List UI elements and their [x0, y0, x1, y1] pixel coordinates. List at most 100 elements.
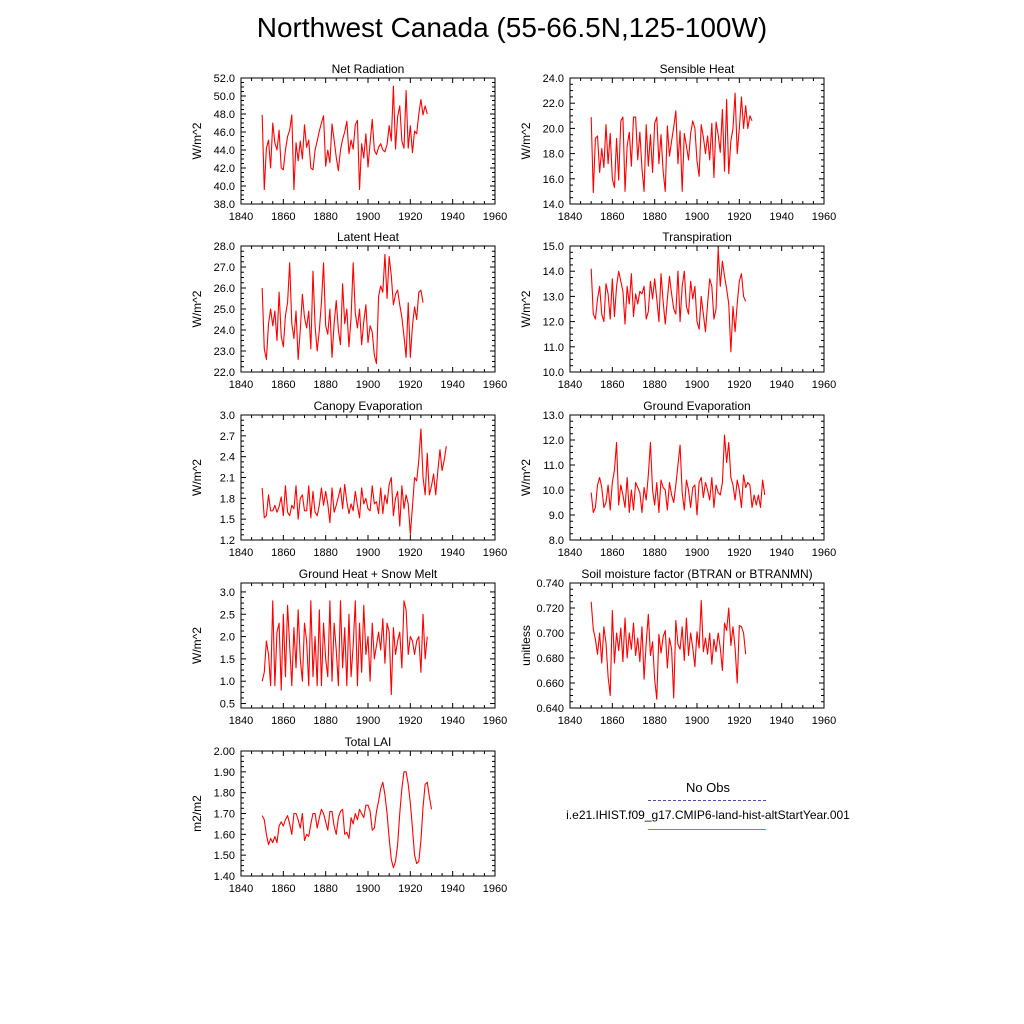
y-tick-label: 52.0	[214, 73, 235, 85]
y-tick-label: 0.740	[536, 578, 564, 590]
panel-title: Ground Heat + Snow Melt	[299, 567, 438, 581]
x-tick-label: 1860	[271, 883, 295, 895]
x-tick-label: 1840	[558, 547, 582, 559]
y-tick-label: 3.0	[220, 410, 235, 422]
y-axis-label: W/m^2	[519, 290, 533, 327]
x-tick-label: 1880	[313, 211, 337, 223]
y-tick-label: 0.720	[536, 603, 564, 615]
x-tick-label: 1960	[483, 883, 507, 895]
y-tick-label: 0.680	[536, 653, 564, 665]
x-tick-label: 1880	[313, 379, 337, 391]
y-tick-label: 0.700	[536, 628, 564, 640]
legend-case-label: i.e21.IHIST.f09_g17.CMIP6-land-hist-altS…	[566, 808, 850, 822]
y-tick-label: 40.0	[214, 181, 235, 193]
panel-title: Transpiration	[662, 230, 732, 244]
x-tick-label: 1840	[229, 883, 253, 895]
series-line	[590, 92, 753, 194]
y-tick-label: 1.8	[220, 493, 235, 505]
panel-frame	[569, 582, 825, 709]
x-tick-label: 1860	[600, 379, 624, 391]
y-tick-label: 16.0	[543, 174, 564, 186]
chart-panel: Total LAI 1840 1860 1880 1900 1920 1940 1960 1.4…	[190, 735, 507, 895]
series-line	[261, 428, 447, 535]
y-axis-label: W/m^2	[190, 627, 204, 664]
x-tick-label: 1940	[440, 379, 464, 391]
y-tick-label: 1.80	[214, 788, 235, 800]
y-tick-label: 1.40	[214, 871, 235, 883]
chart-panel: Canopy Evaporation 1840 1860 1880 1900 1920 19…	[190, 399, 507, 559]
y-tick-label: 14.0	[543, 266, 564, 278]
y-tick-label: 15.0	[543, 241, 564, 253]
chart-panel: Soil moisture factor (BTRAN or BTRANMN) 1…	[519, 567, 836, 727]
y-tick-label: 2.5	[220, 609, 235, 621]
x-tick-label: 1940	[440, 715, 464, 727]
y-tick-label: 24.0	[543, 73, 564, 85]
x-tick-label: 1840	[229, 379, 253, 391]
y-tick-label: 50.0	[214, 91, 235, 103]
y-tick-label: 2.00	[214, 746, 235, 758]
y-axis-label: W/m^2	[190, 290, 204, 327]
x-tick-label: 1960	[483, 547, 507, 559]
y-tick-label: 3.0	[220, 587, 235, 599]
y-tick-label: 1.70	[214, 809, 235, 821]
y-tick-label: 12.0	[543, 317, 564, 329]
x-tick-label: 1960	[812, 211, 836, 223]
x-tick-label: 1880	[313, 715, 337, 727]
x-tick-label: 1900	[685, 379, 709, 391]
y-tick-label: 12.0	[543, 435, 564, 447]
figure-title: Northwest Canada (55-66.5N,125-100W)	[256, 12, 768, 43]
y-tick-label: 1.5	[220, 514, 235, 526]
x-tick-label: 1880	[313, 883, 337, 895]
y-tick-label: 27.0	[214, 262, 235, 274]
y-tick-label: 13.0	[543, 291, 564, 303]
x-tick-label: 1960	[812, 379, 836, 391]
x-tick-label: 1900	[685, 211, 709, 223]
panel-title: Canopy Evaporation	[314, 399, 423, 413]
x-tick-label: 1900	[685, 547, 709, 559]
panel-title: Soil moisture factor (BTRAN or BTRANMN)	[581, 567, 812, 581]
y-tick-label: 0.660	[536, 678, 564, 690]
legend-obs-line	[648, 800, 766, 801]
x-tick-label: 1840	[558, 211, 582, 223]
y-tick-label: 0.5	[220, 699, 235, 711]
panel-title: Total LAI	[345, 735, 392, 749]
x-tick-label: 1920	[398, 379, 422, 391]
x-tick-label: 1940	[769, 715, 793, 727]
x-tick-label: 1960	[812, 715, 836, 727]
y-axis-label: W/m^2	[190, 459, 204, 496]
y-tick-label: 1.2	[220, 535, 235, 547]
x-tick-label: 1840	[229, 211, 253, 223]
series-line	[261, 85, 428, 191]
x-tick-label: 1920	[727, 379, 751, 391]
panel-frame	[240, 77, 496, 205]
y-axis-label: m2/m2	[190, 795, 204, 832]
chart-panel: Ground Evaporation 1840 1860 1880 1900 1920 19…	[519, 399, 836, 559]
y-tick-label: 42.0	[214, 163, 235, 175]
x-tick-label: 1840	[229, 715, 253, 727]
y-tick-label: 1.50	[214, 850, 235, 862]
y-tick-label: 2.0	[220, 632, 235, 644]
legend-obs-label: No Obs	[685, 780, 731, 795]
panel-title: Ground Evaporation	[643, 399, 750, 413]
series-line	[590, 434, 766, 516]
x-tick-label: 1940	[440, 883, 464, 895]
x-tick-label: 1860	[271, 547, 295, 559]
panel-frame	[240, 245, 496, 373]
series-line	[261, 253, 424, 365]
x-tick-label: 1880	[642, 211, 666, 223]
y-tick-label: 10.0	[543, 367, 564, 379]
x-tick-label: 1880	[642, 715, 666, 727]
x-tick-label: 1900	[356, 547, 380, 559]
x-tick-label: 1940	[440, 211, 464, 223]
legend-case-line	[648, 829, 766, 830]
series-line	[261, 600, 428, 696]
x-tick-label: 1880	[642, 547, 666, 559]
x-tick-label: 1900	[685, 715, 709, 727]
y-tick-label: 22.0	[214, 367, 235, 379]
y-tick-label: 44.0	[214, 145, 235, 157]
x-tick-label: 1920	[398, 547, 422, 559]
x-tick-label: 1900	[356, 211, 380, 223]
series-line	[590, 599, 747, 700]
x-tick-label: 1920	[727, 715, 751, 727]
